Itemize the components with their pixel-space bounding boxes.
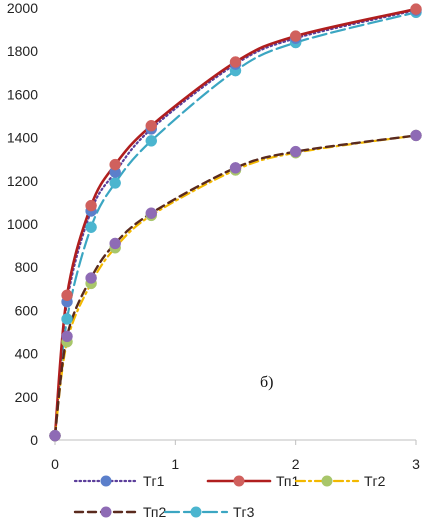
y-tick-label: 600	[15, 302, 39, 318]
legend-item-Тг2: Тг2	[294, 473, 386, 489]
y-tick-label: 800	[15, 259, 39, 275]
y-tick-label: 1800	[7, 43, 38, 59]
x-tick-label: 1	[171, 456, 179, 472]
y-tick-label: 0	[30, 432, 38, 448]
data-point-Тп2	[289, 145, 302, 158]
series-line-Тг2	[53, 134, 418, 437]
data-point-Тп1	[410, 3, 422, 15]
legend: Тг1 Тп1 Тг2 Тп2 Тг3	[73, 473, 386, 520]
x-tick-label: 0	[51, 456, 59, 472]
legend-item-Тг3: Тг3	[163, 504, 255, 520]
data-point-Тп1	[145, 119, 158, 132]
legend-label: Тг1	[143, 473, 165, 489]
data-point-Тп1	[289, 30, 302, 42]
legend-marker	[100, 506, 112, 518]
y-tick-label: 1000	[7, 216, 38, 232]
legend-marker	[321, 475, 333, 487]
y-tick-labels: 0 200 400 600 800 1000 1200 1400 1600 1800 2000	[7, 0, 38, 448]
data-point-Тг3	[109, 177, 121, 189]
series-markers	[49, 3, 422, 442]
data-point-Тп1	[229, 56, 242, 68]
legend-label: Тп1	[276, 473, 300, 489]
y-tick-label: 400	[15, 346, 39, 362]
data-point-Тп1	[61, 289, 73, 302]
legend-marker	[233, 475, 245, 487]
y-tick-label: 1400	[7, 130, 38, 146]
legend-label: Тп2	[143, 504, 167, 520]
data-point-Тп2	[410, 129, 422, 142]
data-point-Тп2	[85, 272, 97, 284]
data-point-Тп2	[61, 330, 73, 343]
data-point-Тп2	[145, 207, 158, 219]
legend-label: Тг2	[364, 473, 386, 489]
series-line-Тп2	[53, 134, 418, 437]
data-point-Тп2	[229, 162, 242, 174]
y-tick-label: 1200	[7, 173, 38, 189]
chart-annotation: б)	[260, 374, 273, 391]
legend-label: Тг3	[233, 504, 255, 520]
data-point-Тп2	[109, 237, 121, 250]
y-tick-label: 2000	[7, 0, 38, 16]
y-tick-label: 1600	[7, 86, 38, 102]
legend-item-Тп2: Тп2	[73, 504, 167, 520]
data-point-Тп2	[49, 429, 61, 442]
legend-item-Тп1: Тп1	[206, 473, 300, 489]
x-tick-label: 3	[412, 456, 420, 472]
data-point-Тг3	[145, 135, 158, 147]
x-tick-labels: 0 1 2 3	[51, 456, 420, 472]
legend-marker	[100, 475, 112, 487]
axes	[54, 439, 417, 445]
data-point-Тп1	[109, 158, 121, 171]
x-tick-label: 2	[292, 456, 300, 472]
data-point-Тп1	[85, 199, 97, 212]
data-point-Тг3	[61, 313, 73, 325]
data-point-Тг3	[85, 221, 97, 233]
legend-marker	[190, 506, 202, 518]
y-tick-label: 200	[15, 389, 39, 405]
legend-item-Тг1: Тг1	[73, 473, 165, 489]
